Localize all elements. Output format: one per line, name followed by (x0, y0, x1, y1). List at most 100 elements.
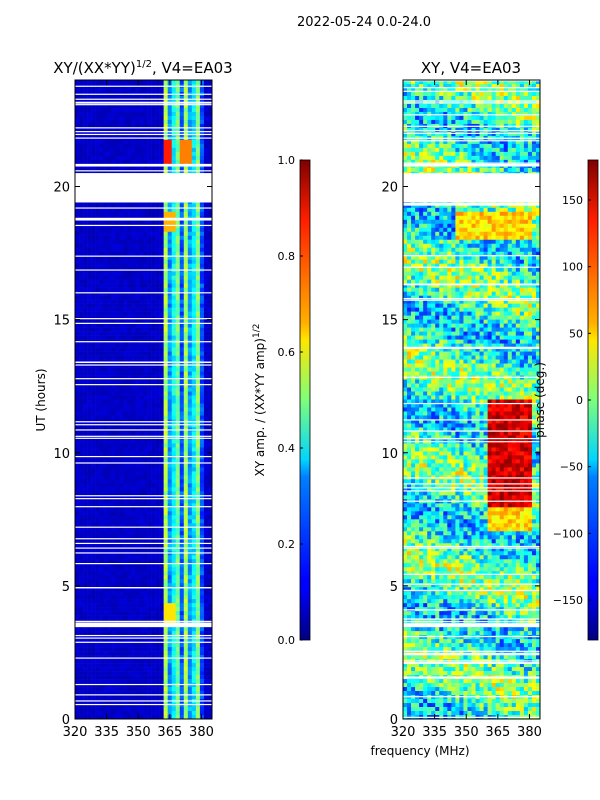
heatmap-cell (79, 291, 84, 296)
heatmap-cell (187, 591, 193, 596)
heatmap-cell (99, 495, 104, 500)
heatmap-cell (95, 439, 100, 444)
heatmap-cell (183, 235, 189, 241)
heatmap-cell (139, 655, 144, 660)
heatmap-cell (115, 543, 120, 548)
heatmap-cell (135, 111, 140, 117)
heatmap-cell (151, 139, 156, 145)
heatmap-cell (143, 255, 148, 261)
heatmap-cell (167, 423, 173, 428)
heatmap-cell (87, 507, 92, 512)
heatmap-cell (155, 495, 160, 500)
heatmap-cell (183, 295, 189, 300)
heatmap-cell (163, 311, 168, 316)
heatmap-cell (79, 263, 84, 268)
heatmap-cell (107, 367, 112, 372)
heatmap-cell (147, 639, 152, 644)
heatmap-cell (179, 599, 185, 604)
heatmap-cell (143, 295, 148, 300)
heatmap-cell (207, 279, 213, 284)
heatmap-cell (155, 511, 160, 516)
heatmap-cell (119, 231, 124, 237)
heatmap-cell (183, 311, 189, 316)
heatmap-cell (115, 647, 120, 652)
heatmap-cell (83, 519, 88, 524)
heatmap-cell (195, 471, 201, 476)
heatmap-cell (95, 483, 100, 488)
heatmap-cell (179, 575, 185, 580)
heatmap-cell (175, 511, 181, 516)
heatmap-cell (91, 283, 96, 288)
heatmap-cell (187, 255, 193, 261)
heatmap-cell (131, 391, 136, 396)
heatmap-cell (91, 335, 96, 340)
heatmap-cell (75, 631, 80, 636)
heatmap-cell (111, 315, 116, 320)
heatmap-cell (91, 463, 96, 468)
heatmap-cell (131, 635, 136, 640)
heatmap-cell (167, 251, 173, 257)
heatmap-cell (155, 87, 160, 93)
heatmap-cell (203, 95, 209, 101)
heatmap-cell (155, 111, 160, 117)
heatmap-cell (163, 647, 168, 652)
heatmap-cell (91, 387, 96, 392)
heatmap-cell (155, 319, 160, 324)
heatmap-cell (115, 615, 120, 620)
heatmap-cell (123, 559, 128, 564)
heatmap-cell (203, 271, 209, 276)
heatmap-cell (135, 251, 140, 257)
heatmap-cell (131, 599, 136, 604)
heatmap-cell (99, 115, 104, 121)
heatmap-cell (191, 543, 197, 548)
heatmap-cell (107, 271, 112, 276)
heatmap-cell (163, 347, 168, 352)
heatmap-cell (191, 151, 197, 157)
heatmap-cell (103, 527, 108, 532)
heatmap-cell (187, 395, 193, 400)
heatmap-cell (207, 627, 213, 632)
heatmap-cell (175, 403, 181, 408)
heatmap-cell (191, 479, 197, 484)
heatmap-cell (151, 367, 156, 372)
heatmap-cell (95, 151, 100, 157)
heatmap-cell (99, 483, 104, 488)
heatmap-cell (159, 147, 164, 153)
heatmap-cell (159, 495, 164, 500)
heatmap-cell (87, 531, 92, 536)
heatmap-cell (175, 567, 181, 572)
heatmap-cell (159, 599, 164, 604)
heatmap-cell (163, 479, 168, 484)
heatmap-cell (119, 203, 124, 209)
heatmap-cell (79, 231, 84, 237)
heatmap-cell (195, 111, 201, 117)
heatmap-cell (123, 111, 128, 117)
heatmap-cell (99, 287, 104, 292)
heatmap-cell (139, 447, 144, 452)
heatmap-cell (115, 531, 120, 536)
heatmap-cell (187, 443, 193, 448)
heatmap-cell (183, 479, 189, 484)
heatmap-cell (183, 383, 189, 388)
heatmap-cell (163, 471, 168, 476)
heatmap-cell (163, 651, 168, 656)
heatmap-cell (171, 363, 177, 368)
heatmap-cell (131, 263, 136, 268)
heatmap-cell (99, 535, 104, 540)
heatmap-cell (159, 247, 164, 253)
heatmap-cell (143, 647, 148, 652)
heatmap-cell (127, 659, 132, 664)
heatmap-cell (135, 431, 140, 436)
heatmap-cell (127, 347, 132, 352)
heatmap-cell (155, 315, 160, 320)
heatmap-cell (91, 307, 96, 312)
heatmap-cell (207, 351, 213, 356)
heatmap-cell (175, 303, 181, 308)
heatmap-cell (171, 391, 177, 396)
heatmap-cell (187, 655, 193, 660)
heatmap-cell (123, 447, 128, 452)
heatmap-cell (83, 343, 88, 348)
heatmap-cell (191, 627, 197, 632)
heatmap-cell (183, 591, 189, 596)
heatmap-cell (83, 231, 88, 237)
